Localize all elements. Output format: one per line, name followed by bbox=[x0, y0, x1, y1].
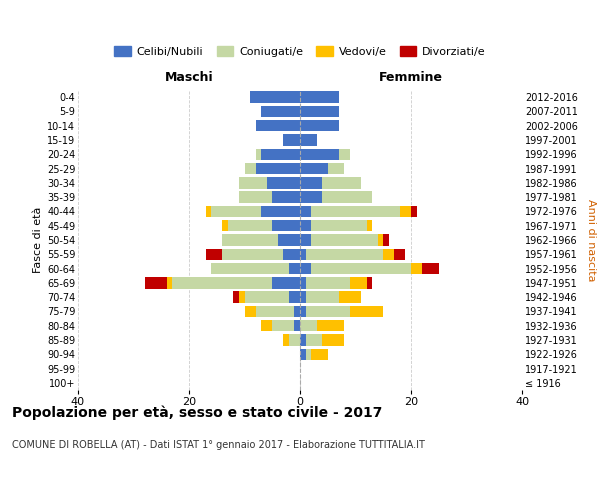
Bar bbox=[206, 206, 211, 217]
Bar bbox=[289, 292, 300, 303]
Bar bbox=[283, 134, 300, 145]
Bar bbox=[289, 263, 300, 274]
Bar bbox=[300, 263, 311, 274]
Bar bbox=[300, 320, 317, 332]
Bar bbox=[256, 148, 261, 160]
Bar bbox=[256, 163, 300, 174]
Bar bbox=[367, 220, 372, 232]
Bar bbox=[245, 163, 256, 174]
Text: COMUNE DI ROBELLA (AT) - Dati ISTAT 1° gennaio 2017 - Elaborazione TUTTITALIA.IT: COMUNE DI ROBELLA (AT) - Dati ISTAT 1° g… bbox=[12, 440, 425, 450]
Bar bbox=[394, 248, 406, 260]
Bar bbox=[367, 277, 372, 288]
Bar bbox=[295, 320, 300, 332]
Bar bbox=[283, 334, 289, 345]
Bar bbox=[167, 277, 172, 288]
Text: Femmine: Femmine bbox=[379, 71, 443, 84]
Bar bbox=[300, 163, 328, 174]
Bar bbox=[378, 234, 383, 246]
Bar bbox=[289, 334, 300, 345]
Bar bbox=[311, 348, 328, 360]
Bar bbox=[305, 248, 383, 260]
Bar bbox=[211, 206, 261, 217]
Bar bbox=[311, 234, 378, 246]
Bar bbox=[261, 206, 300, 217]
Bar bbox=[339, 292, 361, 303]
Bar bbox=[295, 306, 300, 317]
Bar bbox=[317, 320, 344, 332]
Bar bbox=[172, 277, 272, 288]
Bar bbox=[322, 177, 361, 188]
Bar bbox=[311, 206, 400, 217]
Bar bbox=[300, 106, 339, 117]
Bar bbox=[305, 334, 322, 345]
Bar bbox=[272, 277, 300, 288]
Bar bbox=[245, 292, 289, 303]
Bar bbox=[300, 206, 311, 217]
Bar bbox=[239, 192, 272, 203]
Bar bbox=[305, 292, 339, 303]
Bar bbox=[322, 334, 344, 345]
Bar bbox=[283, 248, 300, 260]
Bar bbox=[300, 277, 305, 288]
Bar bbox=[411, 206, 416, 217]
Y-axis label: Fasce di età: Fasce di età bbox=[32, 207, 43, 273]
Bar bbox=[322, 192, 372, 203]
Bar bbox=[300, 220, 311, 232]
Bar bbox=[350, 306, 383, 317]
Bar bbox=[300, 348, 305, 360]
Bar bbox=[300, 248, 305, 260]
Bar bbox=[223, 234, 278, 246]
Bar bbox=[267, 177, 300, 188]
Bar bbox=[211, 263, 289, 274]
Bar bbox=[245, 306, 256, 317]
Bar bbox=[300, 177, 322, 188]
Bar bbox=[305, 277, 350, 288]
Bar bbox=[223, 248, 283, 260]
Bar bbox=[300, 134, 317, 145]
Bar bbox=[300, 292, 305, 303]
Bar bbox=[272, 192, 300, 203]
Bar bbox=[272, 220, 300, 232]
Bar bbox=[261, 106, 300, 117]
Bar bbox=[239, 292, 245, 303]
Bar bbox=[233, 292, 239, 303]
Text: Popolazione per età, sesso e stato civile - 2017: Popolazione per età, sesso e stato civil… bbox=[12, 405, 382, 419]
Bar bbox=[278, 234, 300, 246]
Legend: Celibi/Nubili, Coniugati/e, Vedovi/e, Divorziati/e: Celibi/Nubili, Coniugati/e, Vedovi/e, Di… bbox=[110, 42, 490, 61]
Bar bbox=[383, 248, 394, 260]
Bar bbox=[261, 148, 300, 160]
Bar bbox=[305, 348, 311, 360]
Bar bbox=[383, 234, 389, 246]
Bar bbox=[272, 320, 295, 332]
Bar bbox=[300, 120, 339, 132]
Bar bbox=[311, 263, 411, 274]
Bar bbox=[256, 120, 300, 132]
Bar bbox=[300, 148, 339, 160]
Bar bbox=[228, 220, 272, 232]
Y-axis label: Anni di nascita: Anni di nascita bbox=[586, 198, 596, 281]
Bar bbox=[422, 263, 439, 274]
Bar bbox=[300, 92, 339, 103]
Bar bbox=[350, 277, 367, 288]
Bar bbox=[261, 320, 272, 332]
Bar bbox=[206, 248, 223, 260]
Bar bbox=[223, 220, 228, 232]
Bar bbox=[250, 92, 300, 103]
Bar bbox=[145, 277, 167, 288]
Bar bbox=[300, 192, 322, 203]
Text: Maschi: Maschi bbox=[164, 71, 214, 84]
Bar bbox=[239, 177, 267, 188]
Bar bbox=[339, 148, 350, 160]
Bar bbox=[256, 306, 295, 317]
Bar bbox=[311, 220, 367, 232]
Bar bbox=[300, 334, 305, 345]
Bar bbox=[328, 163, 344, 174]
Bar bbox=[411, 263, 422, 274]
Bar bbox=[300, 234, 311, 246]
Bar bbox=[300, 306, 305, 317]
Bar bbox=[305, 306, 350, 317]
Bar bbox=[400, 206, 411, 217]
